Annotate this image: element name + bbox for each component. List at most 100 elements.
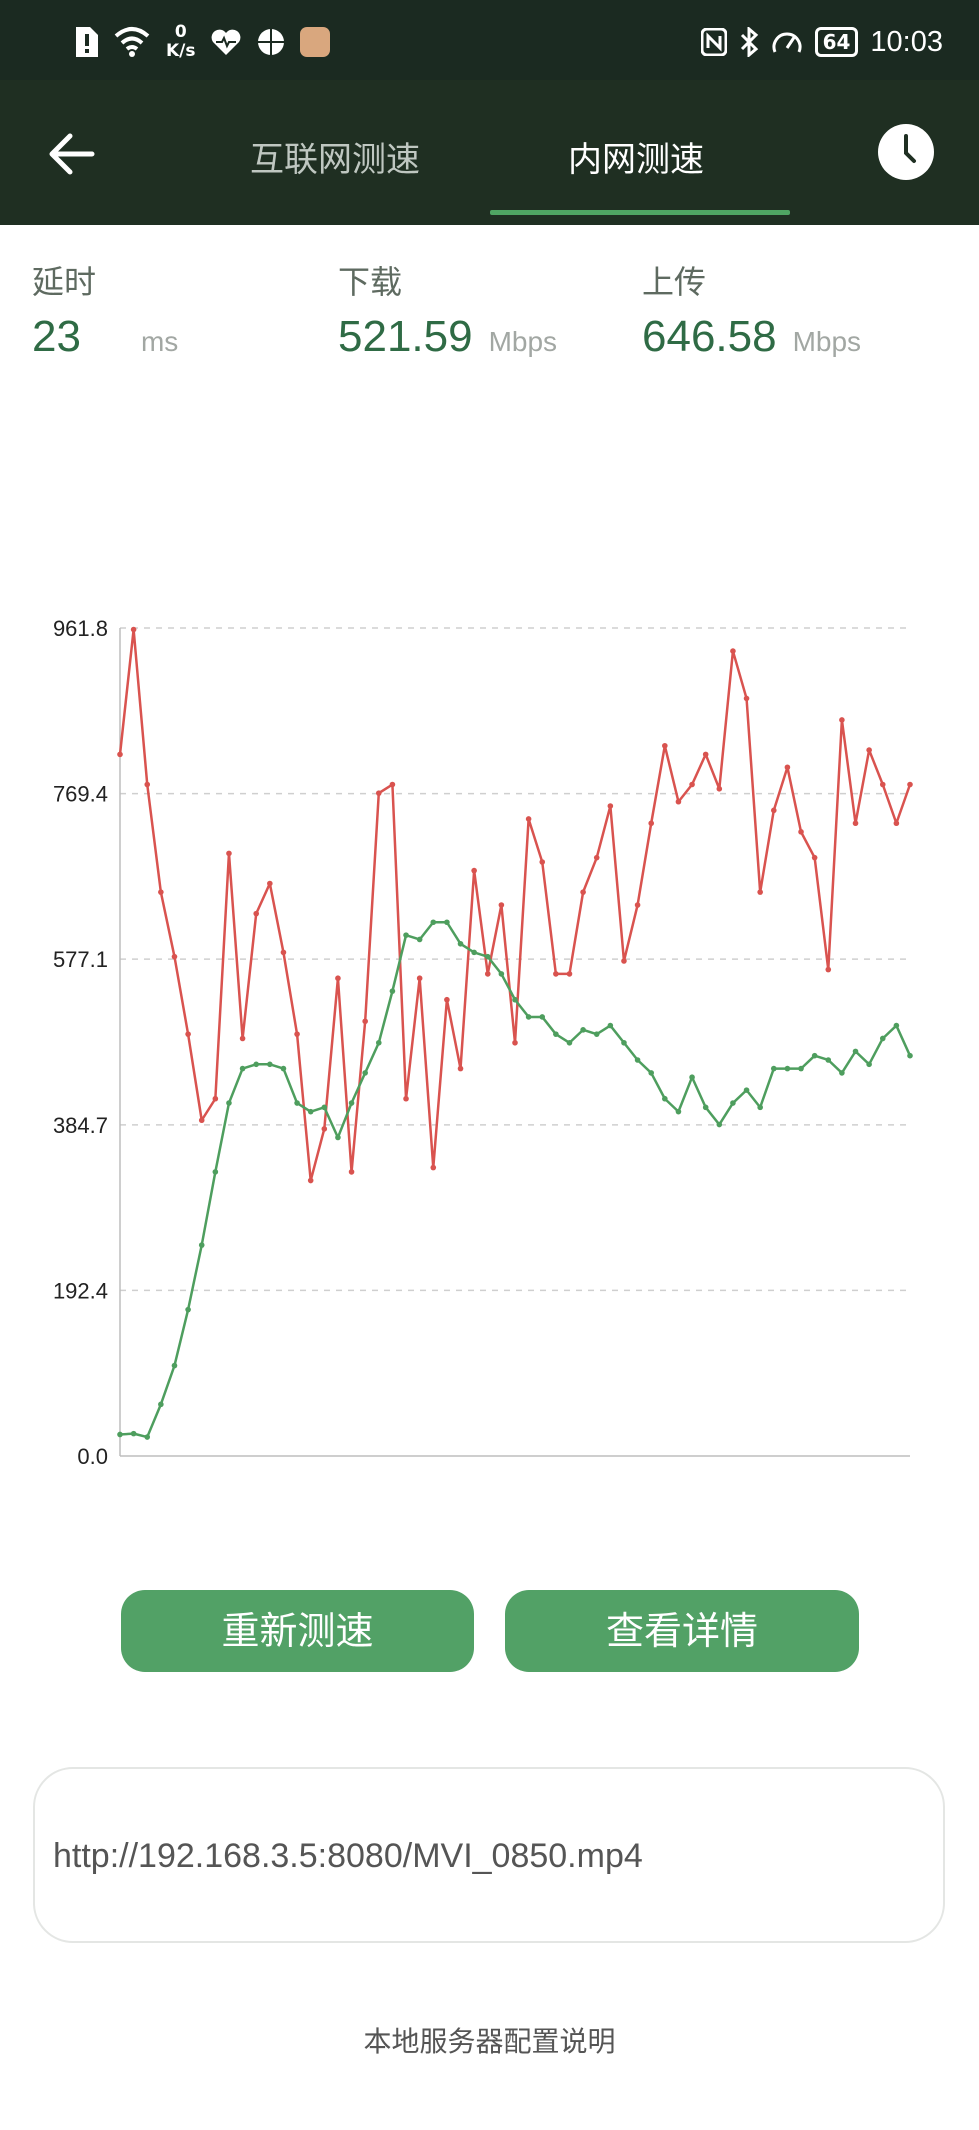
download-series-point bbox=[307, 1177, 314, 1184]
upload-series-point bbox=[280, 1065, 287, 1072]
upload-series-point bbox=[389, 988, 396, 994]
upload-series-point bbox=[730, 1100, 736, 1106]
history-button[interactable] bbox=[878, 124, 934, 180]
download-series-point bbox=[294, 1031, 300, 1037]
download-series-point bbox=[525, 816, 532, 822]
download-series-point bbox=[716, 786, 723, 792]
upload-series-point bbox=[798, 1065, 804, 1072]
download-series-point bbox=[198, 1117, 205, 1124]
download-series-point bbox=[484, 971, 491, 977]
y-tick-label: 769.4 bbox=[53, 782, 108, 807]
upload-series-point bbox=[403, 932, 409, 938]
download-series-point bbox=[798, 829, 804, 835]
upload-series-point bbox=[171, 1362, 178, 1369]
upload-series-point bbox=[348, 1100, 355, 1106]
download-series-point bbox=[879, 781, 886, 788]
upload-series-point bbox=[212, 1169, 219, 1175]
upload-series-point bbox=[866, 1061, 872, 1068]
clock-time: 10:03 bbox=[870, 25, 943, 58]
download-series-point bbox=[267, 880, 273, 887]
download-series-point bbox=[335, 975, 341, 982]
server-url-field bbox=[33, 1767, 945, 1943]
tab-lan-speed[interactable]: 内网测速 bbox=[568, 140, 704, 180]
download-series-point bbox=[553, 971, 559, 977]
upload-series-point bbox=[811, 1052, 818, 1059]
health-heart-icon bbox=[211, 29, 240, 55]
download-series-point bbox=[498, 902, 505, 908]
download-series-point bbox=[580, 889, 586, 895]
download-series-point bbox=[675, 798, 682, 805]
upload-series-point bbox=[580, 1027, 586, 1033]
download-series-point bbox=[158, 889, 164, 895]
app-icon bbox=[299, 27, 330, 57]
upload-series-point bbox=[375, 1039, 382, 1046]
network-speed-value: 0 bbox=[174, 22, 187, 42]
upload-series-point bbox=[634, 1057, 641, 1063]
download-series-point bbox=[375, 790, 382, 796]
retest-button[interactable]: 重新测速 bbox=[121, 1590, 474, 1672]
download-series-point bbox=[212, 1095, 219, 1102]
battery-level: 64 bbox=[814, 27, 859, 57]
alert-icon bbox=[76, 27, 98, 57]
download-series-point bbox=[171, 953, 178, 960]
upload-series-point bbox=[607, 1022, 614, 1029]
download-value: 521.59 bbox=[338, 312, 473, 361]
download-series-point bbox=[784, 764, 791, 771]
upload-series-point bbox=[689, 1074, 695, 1081]
upload-series-point bbox=[512, 996, 518, 1003]
upload-series-point bbox=[239, 1065, 246, 1072]
download-series-point bbox=[566, 971, 573, 977]
bluetooth-icon bbox=[740, 27, 758, 57]
upload-series-point bbox=[784, 1065, 791, 1072]
wifi-icon bbox=[114, 27, 150, 57]
upload-series-point bbox=[130, 1430, 137, 1437]
download-series-point bbox=[743, 695, 750, 702]
server-url-input[interactable] bbox=[51, 1827, 915, 1885]
view-details-button[interactable]: 查看详情 bbox=[505, 1590, 859, 1672]
download-series-point bbox=[512, 1039, 518, 1046]
download-series-point bbox=[253, 910, 260, 917]
download-series-point bbox=[757, 889, 763, 895]
app-bar: 互联网测速 内网测速 bbox=[0, 80, 979, 225]
upload-series-point bbox=[117, 1431, 123, 1438]
upload-series-point bbox=[539, 1014, 546, 1020]
download-series-point bbox=[226, 850, 232, 857]
download-series-point bbox=[416, 975, 423, 982]
upload-series-point bbox=[825, 1057, 832, 1063]
server-config-help-link[interactable]: 本地服务器配置说明 bbox=[363, 2025, 616, 2058]
download-label: 下载 bbox=[338, 263, 403, 301]
upload-series-point bbox=[226, 1100, 232, 1106]
upload-series-point bbox=[144, 1434, 151, 1440]
upload-series-point bbox=[648, 1070, 655, 1076]
download-series-point bbox=[648, 820, 655, 827]
nfc-icon bbox=[700, 28, 727, 56]
download-series-point bbox=[621, 958, 627, 964]
download-series-point bbox=[130, 626, 137, 633]
download-series-point bbox=[893, 820, 900, 827]
download-series-point bbox=[185, 1031, 191, 1037]
download-series-point bbox=[907, 781, 913, 788]
upload-series-point bbox=[879, 1035, 886, 1042]
upload-value: 646.58 bbox=[642, 312, 777, 361]
latency-stat: 延时 23 ms bbox=[32, 262, 178, 362]
upload-series-point bbox=[185, 1306, 191, 1313]
back-button[interactable] bbox=[40, 120, 110, 190]
speed-line-chart: 0.0 192.4 384.7 577.1 769.4 961.8 bbox=[53, 616, 913, 1469]
download-series-line bbox=[118, 628, 912, 1182]
download-series-point bbox=[662, 742, 668, 749]
download-series-point bbox=[607, 803, 614, 809]
status-bar: 0 K/s 64 10:03 bbox=[0, 0, 979, 80]
network-speed: 0 K/s bbox=[166, 23, 196, 61]
download-series-point bbox=[852, 820, 859, 827]
upload-series-point bbox=[335, 1134, 341, 1141]
upload-series-point bbox=[852, 1048, 859, 1055]
upload-series-point bbox=[198, 1242, 205, 1248]
download-series-point bbox=[730, 648, 736, 654]
download-series-point bbox=[117, 751, 123, 758]
upload-series-point bbox=[553, 1031, 559, 1037]
status-left-icons: 0 K/s bbox=[72, 22, 330, 62]
download-series-point bbox=[634, 902, 641, 908]
upload-series-point bbox=[267, 1061, 273, 1068]
upload-series-point bbox=[362, 1070, 368, 1076]
tab-internet-speed[interactable]: 互联网测速 bbox=[250, 140, 420, 180]
